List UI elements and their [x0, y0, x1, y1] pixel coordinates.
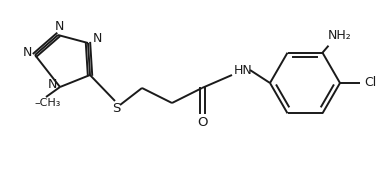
Text: S: S — [112, 102, 120, 115]
Text: N: N — [48, 79, 57, 92]
Text: N: N — [54, 20, 64, 33]
Text: O: O — [197, 115, 207, 128]
Text: HN: HN — [234, 64, 252, 77]
Text: –CH₃: –CH₃ — [34, 98, 60, 108]
Text: N: N — [22, 46, 32, 59]
Text: NH₂: NH₂ — [328, 29, 352, 42]
Text: Cl: Cl — [364, 76, 376, 89]
Text: N: N — [92, 33, 102, 46]
